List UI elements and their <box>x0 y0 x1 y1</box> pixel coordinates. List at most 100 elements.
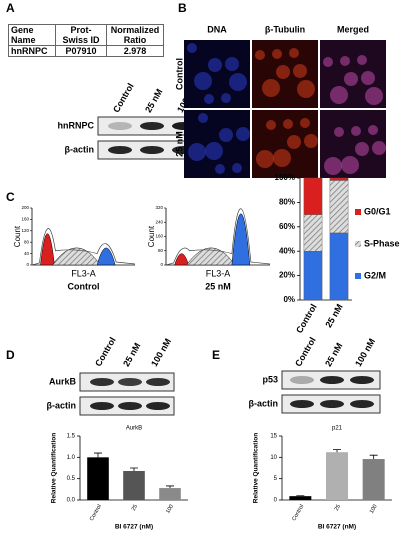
error-bar <box>333 449 341 453</box>
lane-label: 25 nM <box>143 87 164 114</box>
y-tick-label: 20% <box>279 271 295 280</box>
blot-band <box>108 146 132 154</box>
x-tick-label: 100 <box>165 504 175 515</box>
y-tick-label: 0 <box>160 262 163 267</box>
bar <box>289 496 312 500</box>
y-tick-label: 80% <box>279 198 295 207</box>
cell: 2.978 <box>106 45 164 57</box>
cell <box>361 71 375 85</box>
y-tick-label: 200 <box>21 205 29 210</box>
histogram-outline <box>165 208 271 266</box>
blot-band <box>290 400 314 408</box>
cell <box>225 57 239 71</box>
cell <box>204 94 214 104</box>
y-tick-label: 80 <box>158 248 164 253</box>
cell <box>236 127 250 141</box>
cell <box>187 43 197 53</box>
legend-swatch <box>355 273 361 279</box>
panel-label: E <box>212 348 220 362</box>
cell <box>340 56 350 66</box>
y-tick-label: 0.5 <box>67 476 76 482</box>
cell <box>215 164 225 174</box>
table-header: Gene Name Prot-Swiss ID Normalized Ratio <box>8 24 164 46</box>
lane-label: Control <box>111 81 136 114</box>
blot-band <box>118 378 142 386</box>
cell: hnRNPC <box>8 45 56 57</box>
cell <box>323 57 333 67</box>
cell <box>304 134 318 148</box>
column-header: Merged <box>337 24 369 34</box>
legend-label: G0/G1 <box>364 206 391 216</box>
cell <box>341 156 359 174</box>
panel-label: C <box>6 190 15 204</box>
y-tick-label: 0 <box>274 498 278 504</box>
cell <box>289 48 299 58</box>
x-axis-label: BI 6727 (nM) <box>318 524 356 531</box>
legend-swatch <box>355 241 361 247</box>
legend-swatch <box>355 209 361 215</box>
bar-segment <box>303 214 323 252</box>
blot-band <box>118 402 142 410</box>
y-tick-label: 80 <box>24 239 30 244</box>
cell <box>194 72 212 90</box>
cell <box>232 163 242 173</box>
bar <box>87 457 109 500</box>
error-bar <box>166 485 174 489</box>
x-tick-label: Control <box>291 504 305 522</box>
blot-band <box>290 376 314 384</box>
cell <box>324 157 342 175</box>
cell <box>255 50 265 60</box>
blot-band <box>320 376 344 384</box>
bar-segment <box>329 177 349 181</box>
error-bar <box>130 467 138 471</box>
axis-label: FL3-A <box>206 268 231 278</box>
bar-segment <box>303 177 323 215</box>
y-axis-label: Relative Quantification <box>253 433 260 503</box>
x-tick-label: 100 <box>369 504 379 515</box>
row-label: β-actin <box>65 144 95 154</box>
y-tick-label: 100% <box>275 173 295 182</box>
cell <box>262 79 280 97</box>
blot-band <box>146 378 170 386</box>
y-tick-label: 160 <box>21 217 29 222</box>
cell <box>221 93 231 103</box>
cell <box>344 72 358 86</box>
error-bar <box>94 452 102 458</box>
cell <box>287 135 301 149</box>
header-cell: Gene Name <box>8 24 56 46</box>
x-tick-label: 25 nM <box>323 302 344 329</box>
y-tick-label: 10 <box>270 455 277 461</box>
g2-peak <box>231 213 251 266</box>
cell <box>188 143 206 161</box>
caption: Control <box>68 281 100 291</box>
cell <box>330 86 348 104</box>
blot-band <box>350 376 374 384</box>
panel-label: A <box>6 1 15 15</box>
y-tick-label: 0.0 <box>67 498 76 504</box>
column-header: β-Tubulin <box>265 24 305 34</box>
row-label: p53 <box>262 374 278 384</box>
panel-label: B <box>178 1 187 15</box>
cell <box>256 150 274 168</box>
cell <box>266 120 276 130</box>
bar-segment <box>303 250 323 301</box>
lane-label: 25 nM <box>121 341 142 368</box>
y-tick-label: 0 <box>26 262 29 267</box>
cell <box>205 142 223 160</box>
y-tick-label: 5 <box>274 476 278 482</box>
axis-label: Count <box>13 225 22 247</box>
x-tick-label: 25 <box>131 504 139 512</box>
y-tick-label: 240 <box>155 219 163 224</box>
y-tick-label: 15 <box>270 434 277 440</box>
blot-band <box>140 146 164 154</box>
axis-label: Count <box>147 225 156 247</box>
g1-peak <box>40 233 55 266</box>
cell <box>372 141 386 155</box>
cell <box>276 65 290 79</box>
axis-label: FL3-A <box>71 268 96 278</box>
y-tick-label: 40 <box>24 251 30 256</box>
blot-band <box>108 122 132 130</box>
cell <box>297 80 315 98</box>
